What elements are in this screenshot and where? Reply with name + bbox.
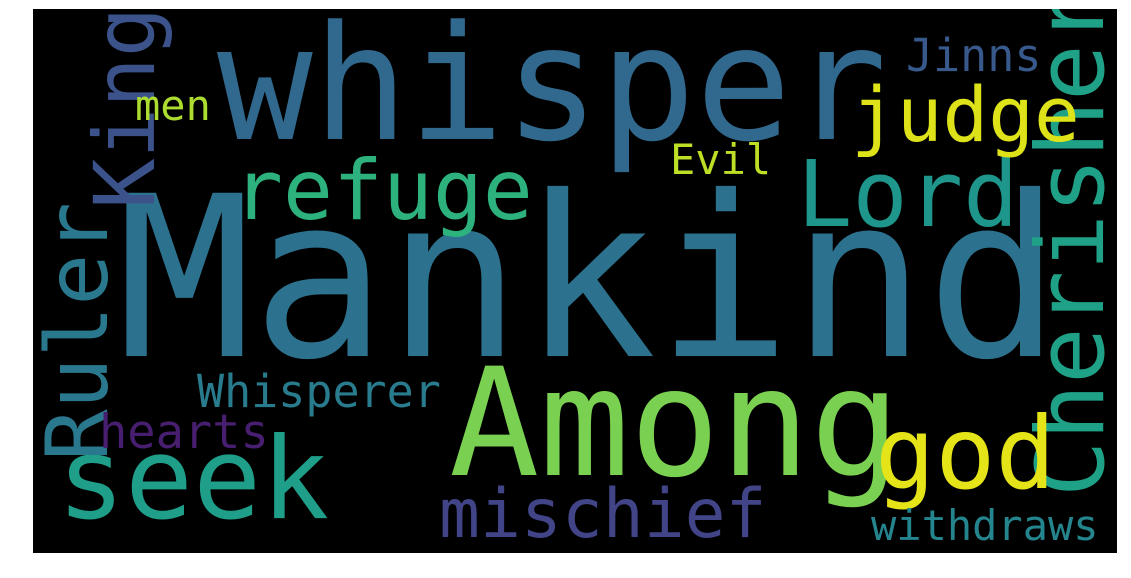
word-withdraws: withdraws (871, 501, 1099, 550)
word-judge: judge (851, 70, 1080, 159)
word-mischief: mischief (439, 475, 767, 553)
word-whisperer: Whisperer (197, 365, 441, 418)
word-whisper: whisper (217, 9, 888, 177)
word-seek: seek (57, 413, 330, 545)
word-evil: Evil (670, 135, 772, 184)
word-mankind: Mankind (117, 148, 1062, 409)
word-cloud: whisper Mankind Among seek refuge Lord K… (33, 9, 1117, 553)
word-hearts: hearts (99, 405, 269, 460)
word-god: god (875, 395, 1056, 512)
word-among: Among (449, 337, 901, 511)
word-lord: Lord (797, 141, 1019, 248)
word-jinns: Jinns (906, 29, 1042, 82)
word-refuge: refuge (233, 142, 533, 239)
word-men: men (135, 81, 211, 130)
